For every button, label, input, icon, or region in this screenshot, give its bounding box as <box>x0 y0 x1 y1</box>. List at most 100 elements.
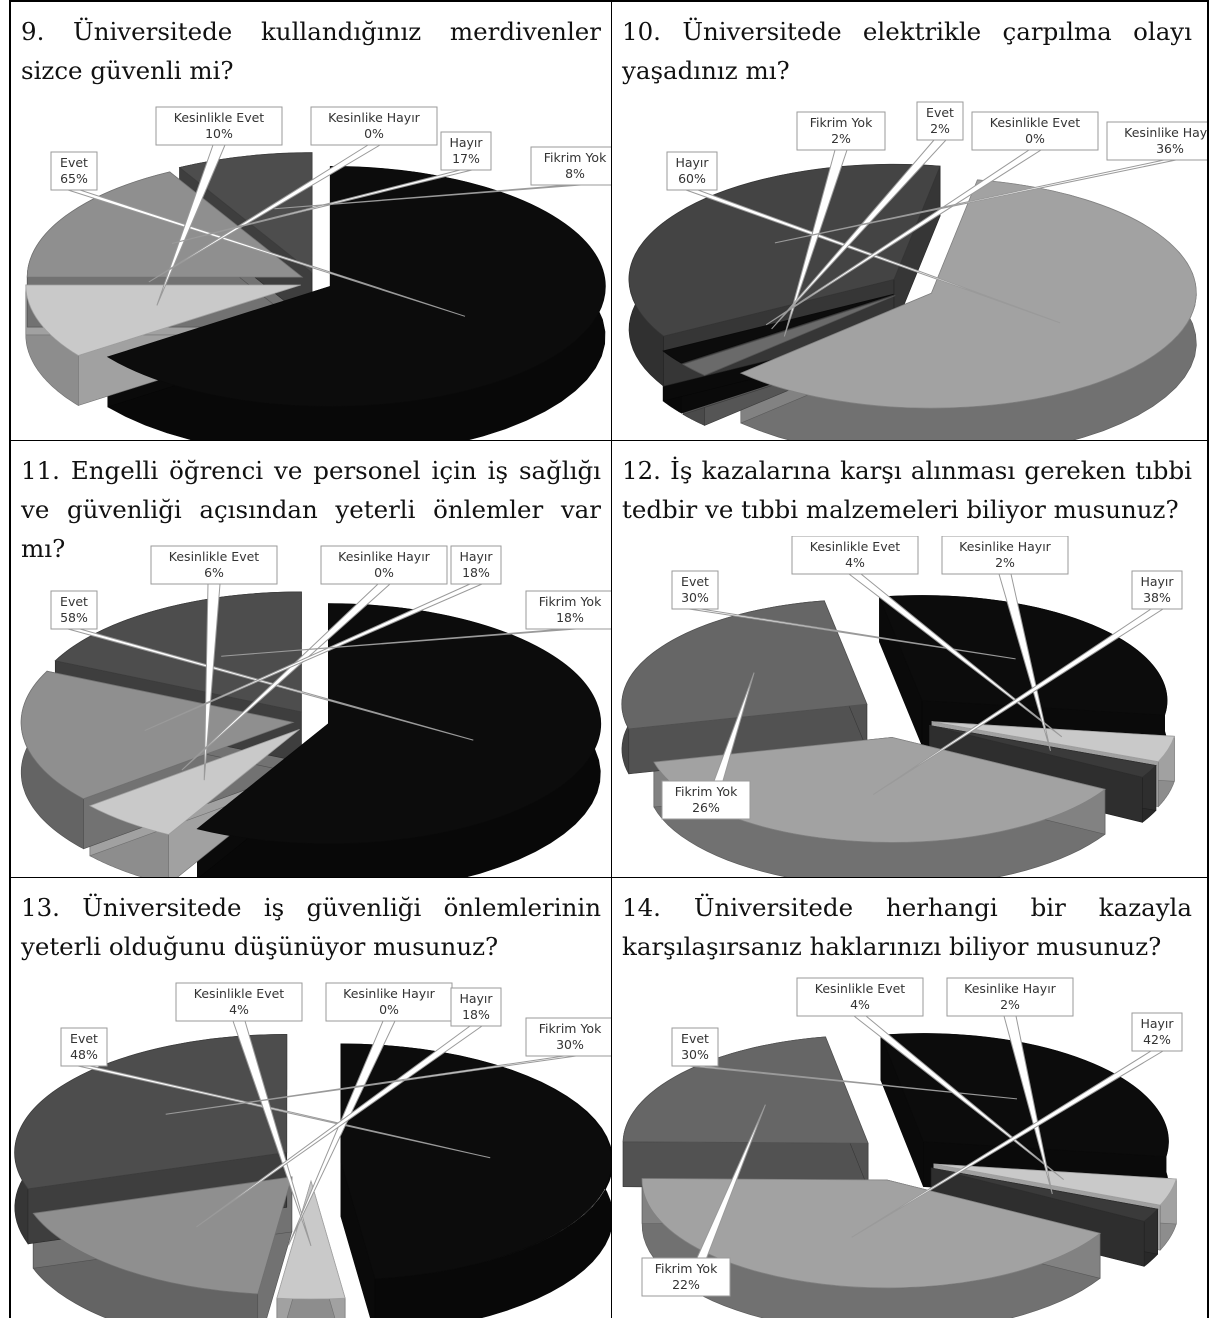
callout-box <box>916 101 964 141</box>
slice-value-label: 30% <box>681 590 709 605</box>
slice-label: Evet <box>70 1031 98 1046</box>
slice-value-label: 18% <box>556 610 584 625</box>
slice-label: Hayır <box>459 991 493 1006</box>
callout-box <box>791 536 919 575</box>
callout-box <box>150 545 278 585</box>
slice-value-label: 60% <box>678 171 706 186</box>
question-cell-9: 9. Üniversitede kullandığınız merdivenle… <box>11 0 611 440</box>
callout-box <box>666 151 718 191</box>
callout-box <box>661 780 751 820</box>
pie-slice-kesinlikle-evet <box>933 1163 1177 1206</box>
callout-box <box>1106 121 1207 161</box>
pie-slice-fikrim-yok <box>621 600 868 730</box>
callout-box <box>671 1027 719 1067</box>
slice-value-label: 65% <box>60 171 88 186</box>
slice-label: Kesinlikle Evet <box>810 539 900 554</box>
pie-slice-hayir <box>641 1178 1101 1289</box>
callout-box <box>796 977 924 1017</box>
slice-label: Kesinlike Hayır <box>1124 125 1207 140</box>
callout-box <box>946 977 1074 1017</box>
pie-slice-kesinlike-hayir <box>628 163 941 337</box>
slice-value-label: 6% <box>204 565 224 580</box>
slice-label: Hayır <box>1140 1016 1174 1031</box>
pie-slice-kesinlikle-evet <box>25 284 301 356</box>
pie-slice-fikrim-yok <box>622 1036 869 1144</box>
survey-table: 9. Üniversitede kullandığınız merdivenle… <box>9 0 1209 1318</box>
callout-box <box>971 111 1099 151</box>
question-text-13: 13. Üniversitede iş güvenliği önlemlerin… <box>21 893 601 961</box>
pie-slice-evet <box>880 1033 1169 1158</box>
question-text-11: 11. Engelli öğrenci ve personel için iş … <box>21 456 601 563</box>
callout-box <box>175 982 303 1022</box>
question-text-12: 12. İş kazalarına karşı alınması gereken… <box>622 456 1192 524</box>
pie-slice-kesinlikle-evet <box>276 1179 346 1300</box>
slice-value-label: 2% <box>1000 997 1020 1012</box>
callout-box <box>641 1257 731 1297</box>
pie-slice-evet <box>662 293 894 364</box>
slice-label: Kesinlikle Evet <box>990 115 1080 130</box>
callout-box <box>525 590 611 630</box>
slice-value-label: 8% <box>565 166 585 181</box>
slice-label: Kesinlikle Evet <box>169 549 259 564</box>
slice-label: Fikrim Yok <box>655 1261 718 1276</box>
pie-slice-fikrim-yok <box>682 295 896 376</box>
slice-label: Hayır <box>449 135 483 150</box>
slice-value-label: 4% <box>229 1002 249 1017</box>
callout-box <box>1131 1012 1183 1052</box>
slice-value-label: 42% <box>1143 1032 1171 1047</box>
question-cell-11: 11. Engelli öğrenci ve personel için iş … <box>11 440 611 877</box>
slice-label: Kesinlike Hayır <box>338 549 431 564</box>
slice-label: Evet <box>60 155 88 170</box>
slice-value-label: 36% <box>1156 141 1184 156</box>
pie-tops <box>20 591 601 845</box>
slice-label: Kesinlikle Evet <box>194 986 284 1001</box>
pie-slice-kesinlike-hayir <box>931 1167 1159 1222</box>
question-cell-14: 14. Üniversitede herhangi bir kazayla ka… <box>611 877 1207 1318</box>
slice-value-label: 4% <box>850 997 870 1012</box>
slice-label: Fikrim Yok <box>539 594 602 609</box>
slice-value-label: 18% <box>462 565 490 580</box>
callout-box <box>440 131 492 171</box>
slice-label: Evet <box>681 574 709 589</box>
question-cell-12: 12. İş kazalarına karşı alınması gereken… <box>611 440 1207 877</box>
callout-box <box>525 1017 611 1057</box>
callout-box <box>50 151 98 191</box>
pie-tops <box>628 163 1197 409</box>
pie-slice-fikrim-yok <box>54 591 302 713</box>
slice-label: Hayır <box>1140 574 1174 589</box>
slice-value-label: 2% <box>995 555 1015 570</box>
pie-slice-hayir <box>20 670 295 800</box>
slice-value-label: 2% <box>831 131 851 146</box>
slice-label: Fikrim Yok <box>675 784 738 799</box>
callout-box <box>50 590 98 630</box>
callout-box <box>671 570 719 610</box>
slice-value-label: 0% <box>1025 131 1045 146</box>
question-cell-13: 13. Üniversitede iş güvenliği önlemlerin… <box>11 877 611 1318</box>
slice-label: Fikrim Yok <box>539 1021 602 1036</box>
slice-label: Kesinlikle Evet <box>815 981 905 996</box>
